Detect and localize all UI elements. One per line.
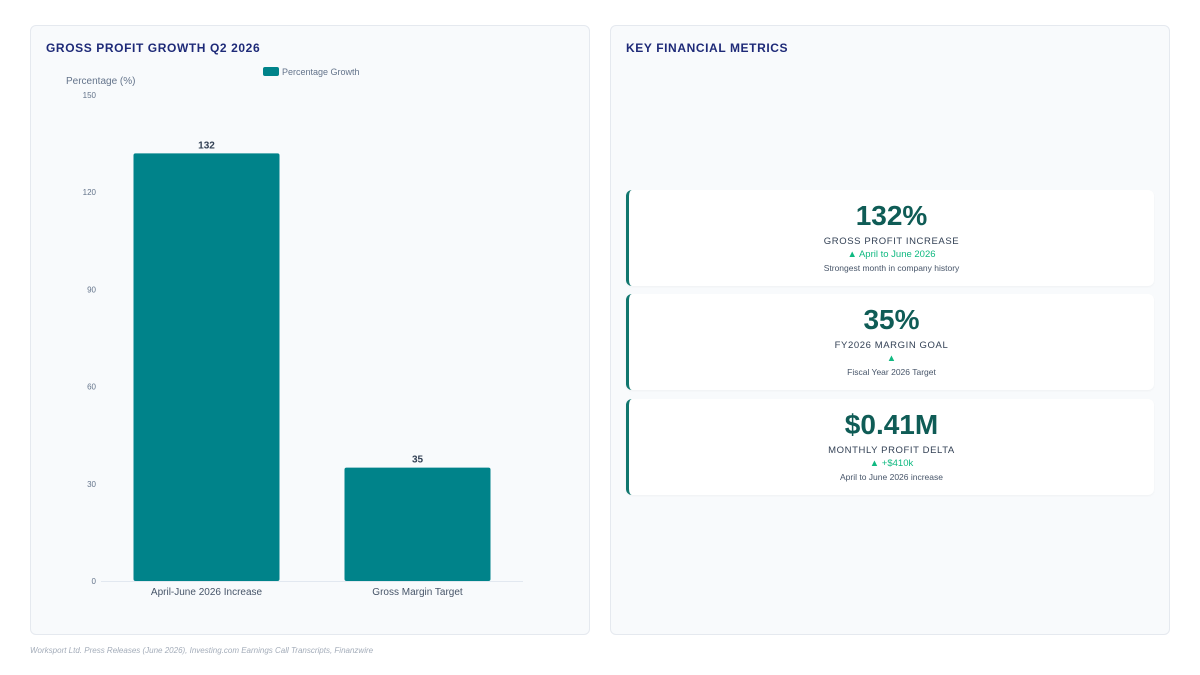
y-axis-title: Percentage (%) xyxy=(66,76,135,87)
chart-title: GROSS PROFIT GROWTH Q2 2026 xyxy=(46,41,261,55)
metric-card-margin-goal: 35% FY2026 MARGIN GOAL ▲ Fiscal Year 202… xyxy=(626,294,1154,390)
metric-card-gross-profit: 132% GROSS PROFIT INCREASE ▲ April to Ju… xyxy=(626,190,1154,286)
metric-value: 132% xyxy=(855,200,928,231)
metric-label: GROSS PROFIT INCREASE xyxy=(823,236,960,247)
x-tick-label: April-June 2026 Increase xyxy=(151,587,263,598)
metric-note: April to June 2026 increase xyxy=(839,472,943,482)
legend-label: Percentage Growth xyxy=(282,67,360,77)
legend-swatch xyxy=(263,67,279,76)
metric-value: $0.41M xyxy=(844,409,939,440)
y-tick-label: 60 xyxy=(87,383,96,392)
bar-value-label: 35 xyxy=(412,455,424,466)
chart-panel: GROSS PROFIT GROWTH Q2 2026 Percentage (… xyxy=(30,25,590,635)
metric-delta: ▲ +$410k xyxy=(869,458,914,469)
metric-note: Fiscal Year 2026 Target xyxy=(847,367,936,377)
bar-value-label: 132 xyxy=(198,140,215,151)
x-tick-label: Gross Margin Target xyxy=(372,587,463,598)
metric-label: FY2026 MARGIN GOAL xyxy=(834,340,949,351)
metric-value: 35% xyxy=(863,304,920,335)
bar xyxy=(344,467,491,581)
y-tick-label: 0 xyxy=(92,577,97,586)
metric-delta: ▲ xyxy=(886,353,897,364)
bar xyxy=(133,153,280,581)
metric-note: Strongest month in company history xyxy=(823,263,960,273)
y-tick-label: 120 xyxy=(83,188,97,197)
source-note: Worksport Ltd. Press Releases (June 2026… xyxy=(30,646,374,655)
y-tick-label: 30 xyxy=(87,480,96,489)
metric-card-profit-delta: $0.41M MONTHLY PROFIT DELTA ▲ +$410k Apr… xyxy=(626,399,1154,495)
metrics-title: KEY FINANCIAL METRICS xyxy=(626,41,789,55)
metric-label: MONTHLY PROFIT DELTA xyxy=(828,445,955,456)
y-tick-label: 150 xyxy=(83,91,97,100)
metric-delta: ▲ April to June 2026 xyxy=(847,249,936,260)
bar-chart: Percentage (%) 0 30 60 90 120 150 Percentage Gr… xyxy=(66,67,523,598)
metrics-panel: KEY FINANCIAL METRICS 132% GROSS PROFIT … xyxy=(610,25,1170,635)
y-tick-label: 90 xyxy=(87,285,96,294)
